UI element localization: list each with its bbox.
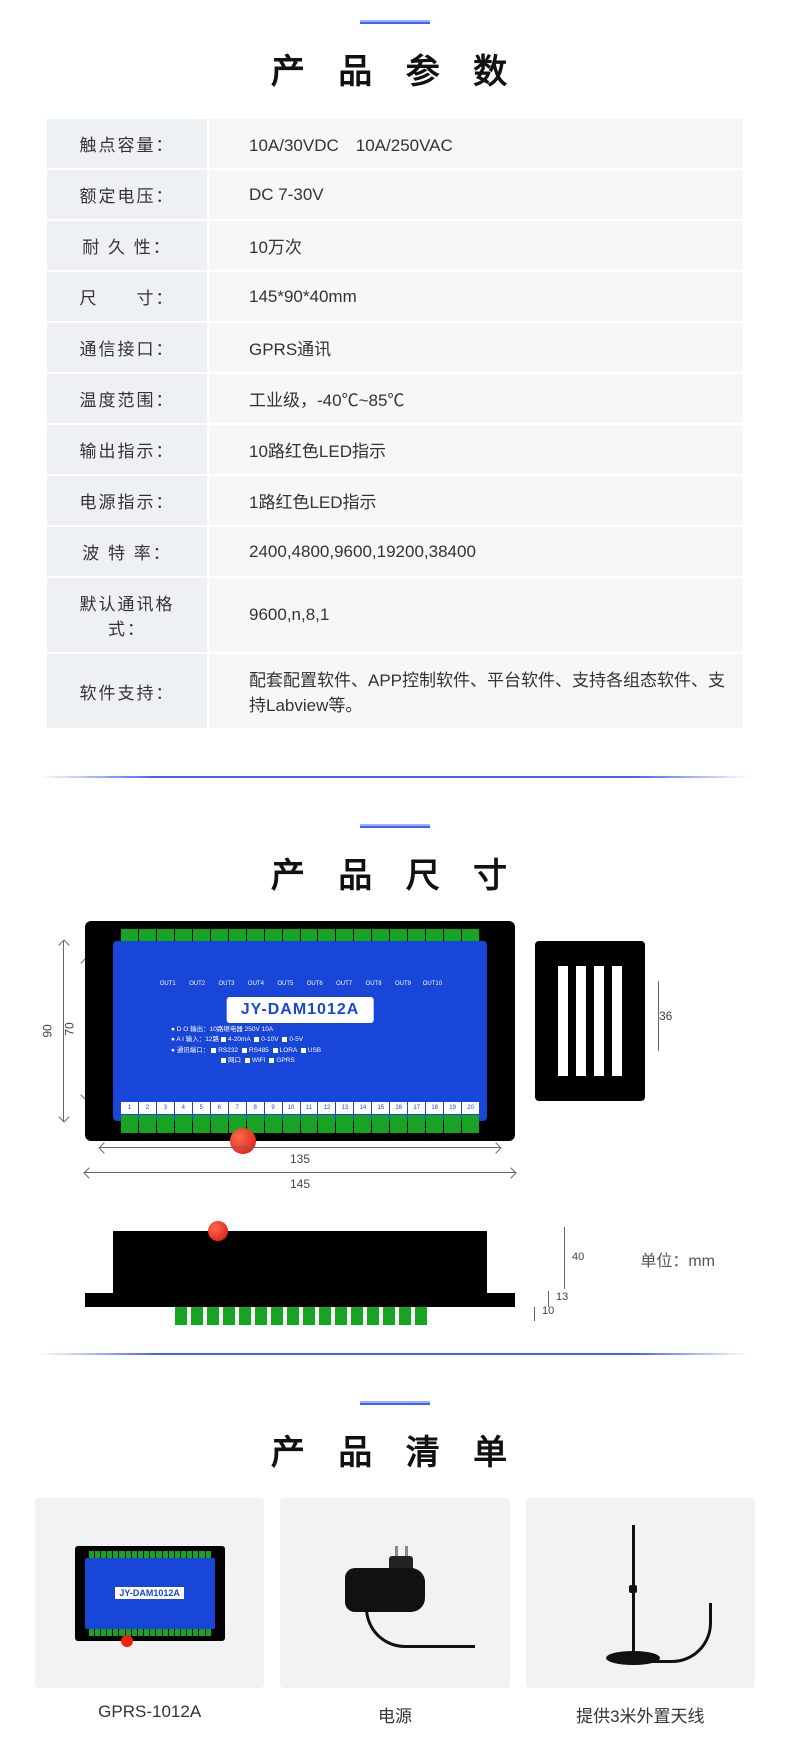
- section-separator: [0, 1353, 790, 1355]
- spec-label: 尺 寸：: [47, 272, 207, 321]
- package-item: 提供3米外置天线: [526, 1498, 755, 1727]
- dims-title: 产 品 尺 寸: [0, 848, 790, 897]
- spec-value: 10万次: [209, 221, 743, 270]
- section-params: 产 品 参 数 触点容量：10A/30VDC 10A/250VAC额定电压：DC…: [0, 0, 790, 750]
- spec-row: 触点容量：10A/30VDC 10A/250VAC: [47, 119, 743, 168]
- spec-row: 尺 寸：145*90*40mm: [47, 272, 743, 321]
- spec-value: GPRS通讯: [209, 323, 743, 372]
- dim-profile-40: 40: [564, 1227, 565, 1289]
- section-package-list: 产 品 清 单 JY-DAM1012A GPRS-1012A 电源提供3米外置天线: [0, 1381, 790, 1747]
- spec-value: 配套配置软件、APP控制软件、平台软件、支持各组态软件、支持Labview等。: [209, 654, 743, 728]
- pcb-side-view: 36: [535, 921, 665, 1051]
- divider-icon: [360, 1401, 430, 1405]
- spec-label: 电源指示：: [47, 476, 207, 525]
- spec-label: 输出指示：: [47, 425, 207, 474]
- dim-profile-10: 10: [534, 1307, 535, 1321]
- dim-side-36: 36: [651, 981, 665, 1051]
- spec-value: 145*90*40mm: [209, 272, 743, 321]
- led-indicator-icon: [230, 1128, 256, 1154]
- spec-row: 温度范围：工业级，-40℃~85℃: [47, 374, 743, 423]
- spec-value: 2400,4800,9600,19200,38400: [209, 527, 743, 576]
- spec-row: 电源指示：1路红色LED指示: [47, 476, 743, 525]
- list-title: 产 品 清 单: [0, 1425, 790, 1474]
- spec-row: 输出指示：10路红色LED指示: [47, 425, 743, 474]
- product-image-icon: [335, 1558, 455, 1628]
- params-title: 产 品 参 数: [0, 44, 790, 93]
- spec-value: 10A/30VDC 10A/250VAC: [209, 119, 743, 168]
- unit-label: 单位：mm: [640, 1247, 745, 1291]
- spec-row: 波 特 率：2400,4800,9600,19200,38400: [47, 527, 743, 576]
- section-dimensions: 产 品 尺 寸 90 70 40393837363534333231302928…: [0, 804, 790, 1327]
- spec-label: 触点容量：: [47, 119, 207, 168]
- pcb-profile-view: 40 13 10: [85, 1231, 515, 1307]
- led-indicator-icon: [208, 1221, 228, 1241]
- spec-value: 10路红色LED指示: [209, 425, 743, 474]
- divider-icon: [360, 824, 430, 828]
- spec-label: 波 特 率：: [47, 527, 207, 576]
- product-image-icon: JY-DAM1012A: [75, 1546, 225, 1641]
- spec-label: 默认通讯格式：: [47, 578, 207, 652]
- package-item-label: GPRS-1012A: [35, 1702, 264, 1722]
- pcb-spec-text: ● D O 输出：10路继电器 250V 10A ● A I 输入：12路4-2…: [171, 1025, 321, 1067]
- spec-label: 软件支持：: [47, 654, 207, 728]
- spec-value: 工业级，-40℃~85℃: [209, 374, 743, 423]
- model-badge: JY-DAM1012A: [227, 997, 374, 1023]
- pcb-top-view: 90 70 4039383736353433323130292827262524…: [45, 921, 515, 1191]
- spec-row: 软件支持：配套配置软件、APP控制软件、平台软件、支持各组态软件、支持Labvi…: [47, 654, 743, 728]
- package-item-label: 提供3米外置天线: [526, 1702, 755, 1727]
- spec-row: 额定电压：DC 7-30V: [47, 170, 743, 219]
- spec-value: 9600,n,8,1: [209, 578, 743, 652]
- spec-row: 默认通讯格式：9600,n,8,1: [47, 578, 743, 652]
- product-image-icon: [580, 1513, 700, 1673]
- spec-label: 通信接口：: [47, 323, 207, 372]
- spec-label: 耐 久 性：: [47, 221, 207, 270]
- package-item: JY-DAM1012A GPRS-1012A: [35, 1498, 264, 1727]
- divider-icon: [360, 20, 430, 24]
- spec-row: 耐 久 性：10万次: [47, 221, 743, 270]
- spec-value: 1路红色LED指示: [209, 476, 743, 525]
- spec-table: 触点容量：10A/30VDC 10A/250VAC额定电压：DC 7-30V耐 …: [45, 117, 745, 730]
- spec-label: 温度范围：: [47, 374, 207, 423]
- package-item: 电源: [280, 1498, 509, 1727]
- package-item-label: 电源: [280, 1702, 509, 1727]
- section-separator: [0, 776, 790, 778]
- spec-label: 额定电压：: [47, 170, 207, 219]
- spec-row: 通信接口：GPRS通讯: [47, 323, 743, 372]
- dim-width: 135 145: [85, 1147, 515, 1191]
- spec-value: DC 7-30V: [209, 170, 743, 219]
